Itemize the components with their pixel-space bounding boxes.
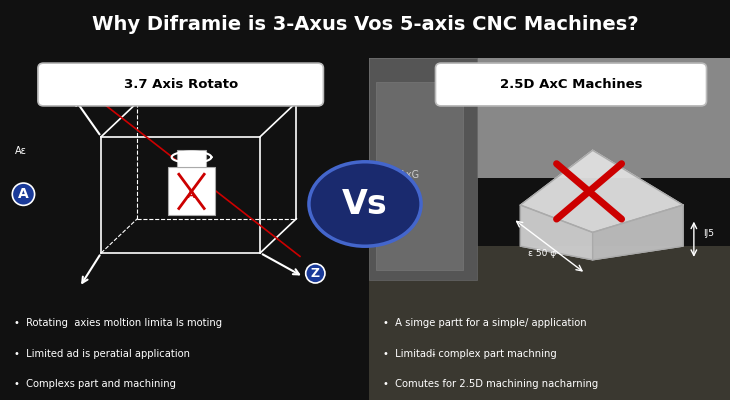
Text: •  Complexs part and machining: • Complexs part and machining: [15, 380, 177, 390]
Polygon shape: [520, 205, 593, 260]
Text: 2.5D AxC Machines: 2.5D AxC Machines: [500, 78, 642, 91]
Text: Why Diframie is 3-Axus Vos 5-axis CNC Machines?: Why Diframie is 3-Axus Vos 5-axis CNC Ma…: [92, 16, 638, 34]
FancyBboxPatch shape: [376, 82, 463, 270]
Text: •  Limited ad is peratial application: • Limited ad is peratial application: [15, 349, 191, 359]
FancyBboxPatch shape: [38, 63, 323, 106]
FancyBboxPatch shape: [168, 168, 215, 215]
FancyBboxPatch shape: [369, 246, 730, 400]
FancyBboxPatch shape: [436, 63, 707, 106]
Text: ε 50 φ: ε 50 φ: [528, 249, 556, 258]
Text: •  Rotating  axies moltion limita ls moting: • Rotating axies moltion limita ls motin…: [15, 318, 223, 328]
Circle shape: [309, 162, 421, 246]
Text: Y S: Y S: [307, 77, 325, 87]
Text: A: A: [187, 190, 196, 200]
Text: Vs: Vs: [342, 188, 388, 220]
Text: IJ5: IJ5: [703, 229, 714, 238]
FancyBboxPatch shape: [369, 58, 477, 280]
FancyBboxPatch shape: [177, 150, 206, 168]
Text: •  Limitadɨ complex part machning: • Limitadɨ complex part machning: [383, 349, 557, 359]
FancyBboxPatch shape: [369, 58, 730, 178]
Text: A: A: [18, 187, 28, 201]
Text: S AxG: S AxG: [391, 170, 420, 180]
Text: •  A simge partt for a simple/ application: • A simge partt for a simple/ applicatio…: [383, 318, 587, 328]
Text: Aε: Aε: [15, 146, 26, 156]
Polygon shape: [520, 150, 683, 232]
Polygon shape: [593, 205, 683, 260]
Text: 3.7 Axis Rotato: 3.7 Axis Rotato: [123, 78, 238, 91]
Text: Z: Z: [311, 267, 320, 280]
Text: •  Comutes for 2.5D machining nacharning: • Comutes for 2.5D machining nacharning: [383, 380, 599, 390]
